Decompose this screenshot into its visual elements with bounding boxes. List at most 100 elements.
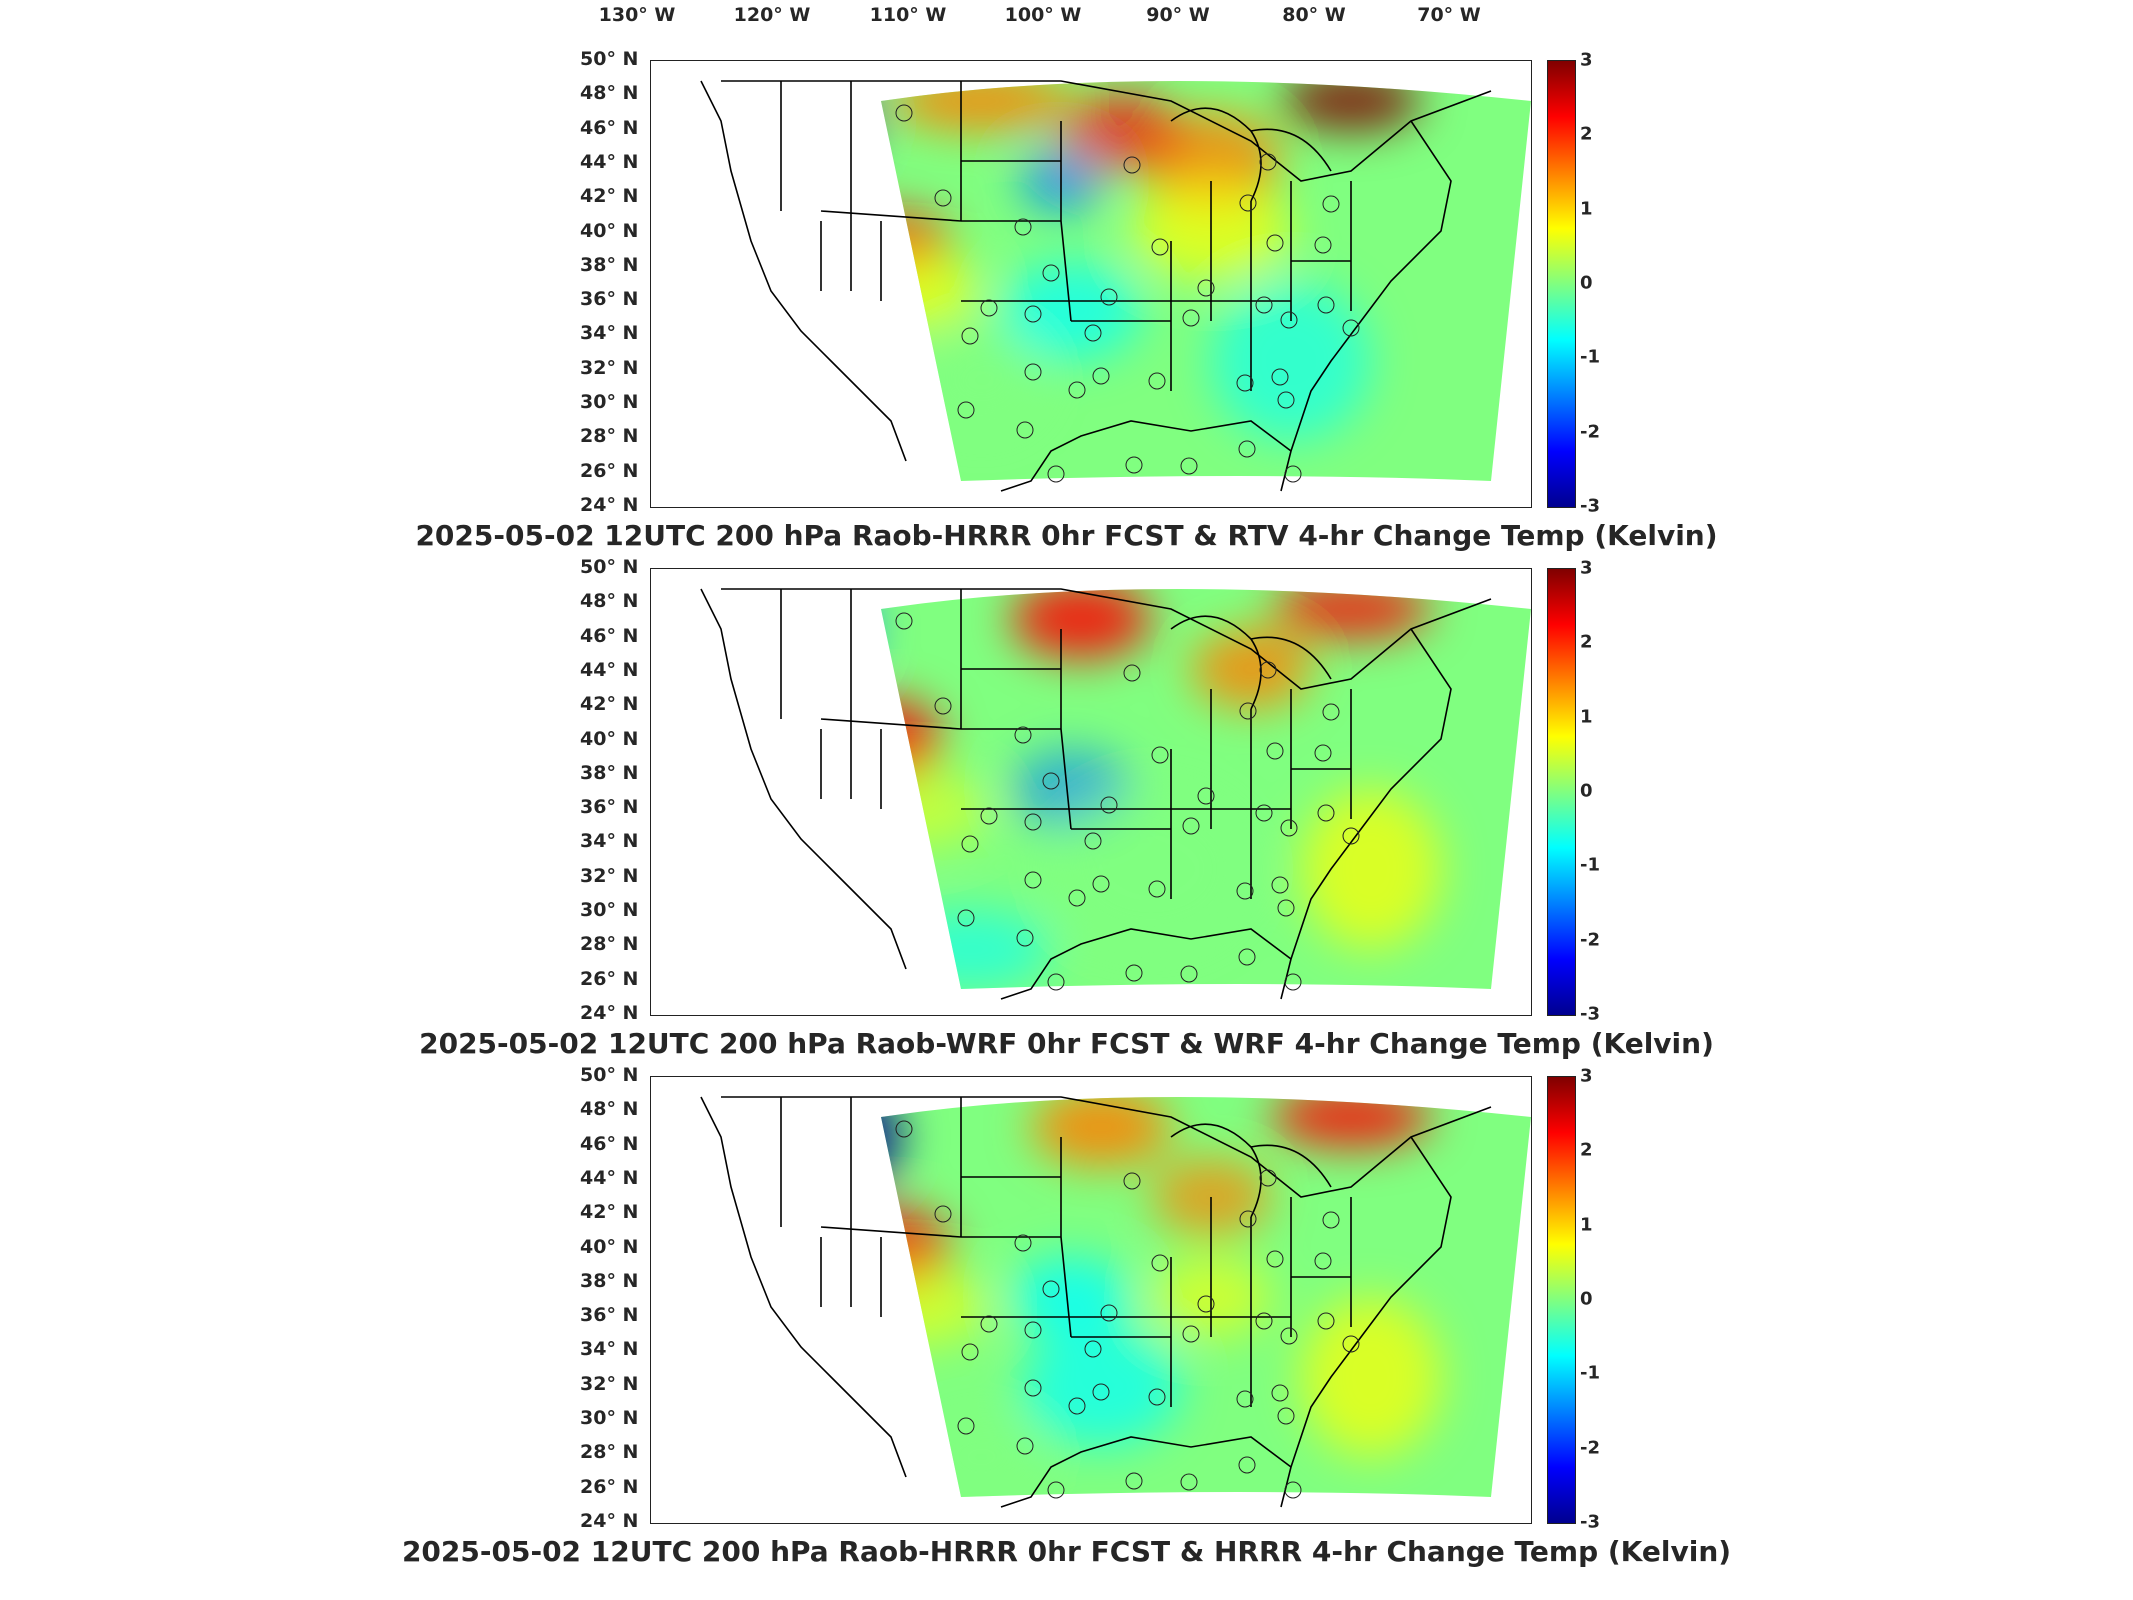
anomaly-region: [881, 381, 901, 481]
raob-station-marker: [1182, 309, 1200, 327]
raob-station-marker: [1342, 827, 1360, 845]
raob-station-marker: [1100, 288, 1118, 306]
lat-label: 26° N: [580, 967, 639, 990]
raob-station-marker: [1014, 218, 1032, 236]
raob-station-marker: [1259, 153, 1277, 171]
raob-station-marker: [1092, 875, 1110, 893]
lon-label: 90° W: [1146, 4, 1210, 26]
raob-station-marker: [1271, 368, 1289, 386]
colorbar: [1547, 568, 1576, 1016]
raob-station-marker: [1197, 1295, 1215, 1313]
raob-station-marker: [1280, 1327, 1298, 1345]
raob-station-marker: [1239, 702, 1257, 720]
anomaly-region: [881, 699, 941, 779]
raob-station-marker: [1314, 1252, 1332, 1270]
colorbar-tick-label: -1: [1580, 346, 1600, 368]
raob-station-marker: [1277, 1407, 1295, 1425]
lat-label: 38° N: [580, 253, 639, 276]
raob-station-marker: [1317, 1312, 1335, 1330]
lat-label: 38° N: [580, 761, 639, 784]
raob-station-marker: [1016, 1437, 1034, 1455]
raob-station-marker: [1016, 421, 1034, 439]
raob-station-marker: [1024, 363, 1042, 381]
raob-station-marker: [1277, 899, 1295, 917]
colorbar-tick-label: 3: [1580, 49, 1593, 71]
lat-label: 46° N: [580, 1132, 639, 1155]
colorbar-tick-label: 1: [1580, 706, 1593, 728]
lat-label: 32° N: [580, 1372, 639, 1395]
raob-station-marker: [1014, 726, 1032, 744]
panel-title: 2025-05-02 12UTC 200 hPa Raob-HRRR 0hr F…: [401, 1535, 1732, 1568]
anomaly-region: [1011, 1257, 1131, 1337]
lat-label: 28° N: [580, 1441, 639, 1464]
colorbar-tick-label: 2: [1580, 1139, 1593, 1161]
raob-station-marker: [1266, 1250, 1284, 1268]
colorbar-tick-label: 3: [1580, 1065, 1593, 1087]
anomaly-region: [1271, 1097, 1431, 1147]
lat-label: 48° N: [580, 82, 639, 105]
raob-station-marker: [1314, 744, 1332, 762]
anomaly-region: [1271, 589, 1431, 639]
raob-station-marker: [1151, 238, 1169, 256]
raob-station-marker: [1068, 889, 1086, 907]
anomaly-region: [881, 1097, 901, 1197]
panel-title: 2025-05-02 12UTC 200 hPa Raob-HRRR 0hr F…: [415, 519, 1718, 552]
anomaly-region: [891, 81, 1071, 131]
temperature-map: [650, 1076, 1532, 1524]
lat-label: 24° N: [580, 1510, 639, 1532]
lon-label: 120° W: [733, 4, 811, 26]
lat-label: 40° N: [580, 219, 639, 242]
longitude-labels: 130° W 120° W 110° W 100° W 90° W 80° W …: [0, 4, 2133, 34]
lat-label: 44° N: [580, 150, 639, 173]
lat-label: 42° N: [580, 693, 639, 716]
raob-station-marker: [1180, 457, 1198, 475]
lon-label: 100° W: [1004, 4, 1082, 26]
colorbar-tick-label: -2: [1580, 421, 1600, 443]
raob-station-marker: [1259, 661, 1277, 679]
lat-label: 46° N: [580, 624, 639, 647]
raob-station-marker: [1239, 1210, 1257, 1228]
raob-station-marker: [980, 299, 998, 317]
temperature-map: [650, 568, 1532, 1016]
lat-label: 40° N: [580, 1235, 639, 1258]
lat-label: 26° N: [580, 459, 639, 482]
map-field-svg: [700, 588, 1531, 1000]
colorbar-tick-label: 0: [1580, 1288, 1593, 1310]
lat-label: 28° N: [580, 933, 639, 956]
map-field-svg: [700, 1096, 1531, 1508]
colorbar-tick-label: 3: [1580, 557, 1593, 579]
raob-station-marker: [895, 612, 913, 630]
colorbar-tick-label: -2: [1580, 1437, 1600, 1459]
raob-station-marker: [1277, 391, 1295, 409]
model-domain: [881, 589, 1531, 989]
lat-label: 24° N: [580, 494, 639, 516]
lat-label: 26° N: [580, 1475, 639, 1498]
raob-station-marker: [1280, 311, 1298, 329]
raob-station-marker: [1068, 1397, 1086, 1415]
anomaly-region: [681, 271, 821, 391]
raob-station-marker: [1100, 1304, 1118, 1322]
model-domain: [681, 81, 1531, 481]
raob-station-marker: [1317, 804, 1335, 822]
raob-station-marker: [1024, 871, 1042, 889]
lat-label: 36° N: [580, 796, 639, 819]
anomaly-region: [1001, 261, 1141, 361]
anomaly-region: [881, 1267, 991, 1347]
anomaly-region: [1051, 789, 1251, 949]
raob-station-marker: [961, 1343, 979, 1361]
raob-station-marker: [1280, 819, 1298, 837]
raob-station-marker: [1148, 1388, 1166, 1406]
raob-station-marker: [1125, 1472, 1143, 1490]
colorbar-tick-label: -2: [1580, 929, 1600, 951]
raob-station-marker: [1238, 1456, 1256, 1474]
raob-station-marker: [1151, 746, 1169, 764]
lat-label: 48° N: [580, 1098, 639, 1121]
raob-station-marker: [1239, 194, 1257, 212]
raob-station-marker: [934, 1205, 952, 1223]
temperature-map: [650, 60, 1532, 508]
anomaly-region: [921, 331, 1041, 431]
raob-station-marker: [1016, 929, 1034, 947]
raob-station-marker: [1042, 1280, 1060, 1298]
raob-station-marker: [957, 909, 975, 927]
raob-station-marker: [1084, 832, 1102, 850]
